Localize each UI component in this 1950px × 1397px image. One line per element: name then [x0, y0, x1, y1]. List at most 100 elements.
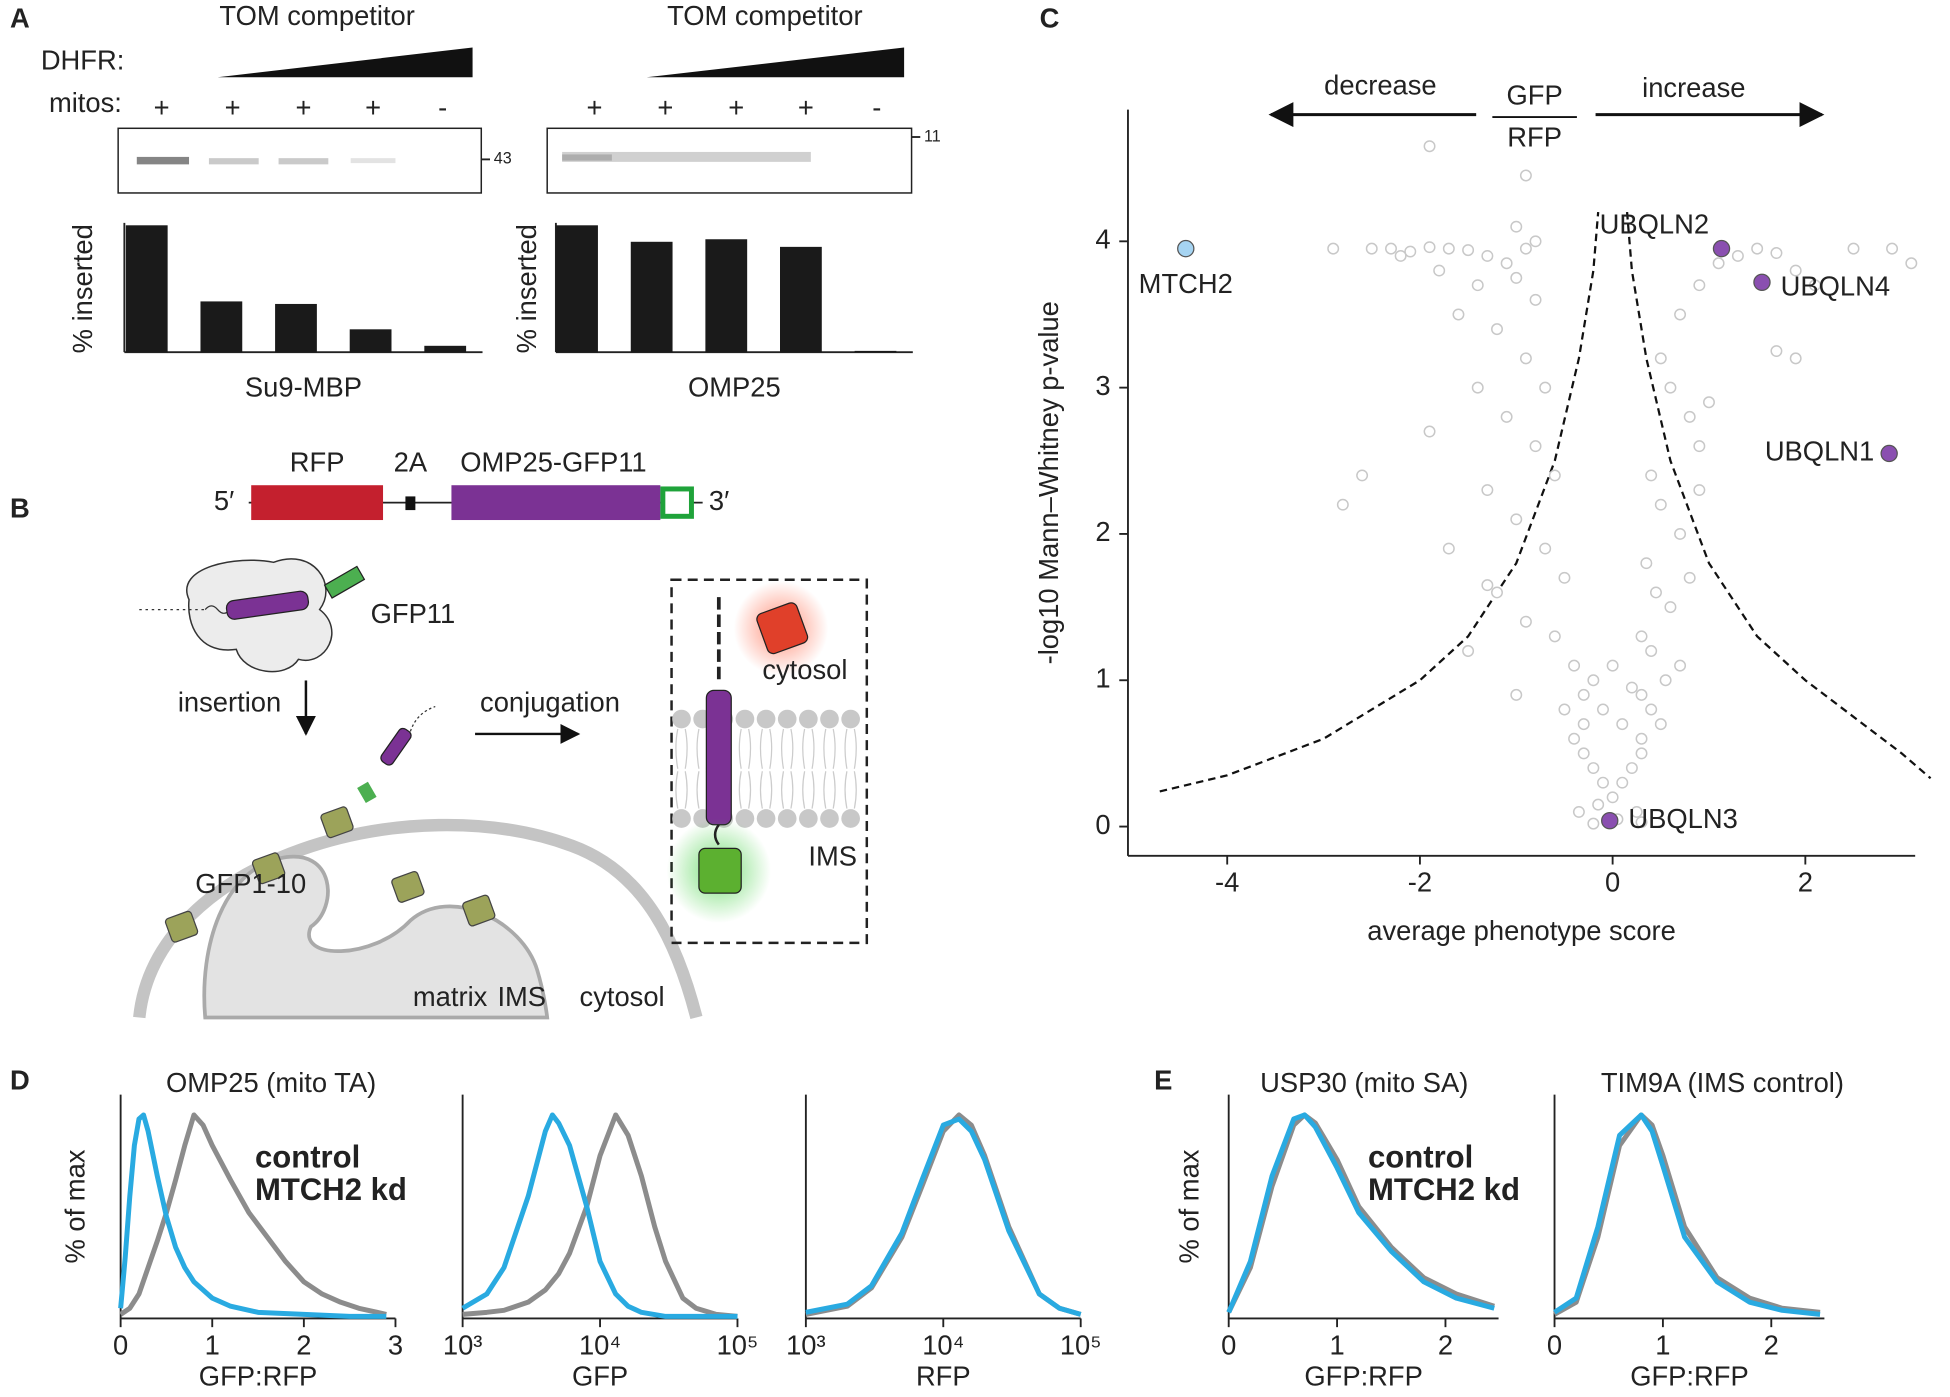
x-tick-label: 0 — [1547, 1329, 1562, 1360]
gradient-wedge — [646, 47, 905, 78]
point — [1356, 469, 1369, 482]
point — [1587, 817, 1600, 830]
point — [1683, 571, 1696, 584]
legend-entry: MTCH2 kd — [255, 1172, 407, 1207]
point — [1577, 688, 1590, 701]
bar — [556, 225, 598, 353]
point — [1886, 242, 1899, 255]
point — [1616, 776, 1629, 789]
construct-end: 3′ — [709, 485, 729, 516]
point — [1568, 732, 1581, 745]
inset-box — [670, 578, 869, 945]
point — [1423, 140, 1436, 153]
point — [1452, 308, 1465, 321]
point — [1731, 249, 1744, 262]
point — [1519, 352, 1532, 365]
lipid-head — [799, 809, 818, 828]
x-tick-label: -4 — [1215, 867, 1239, 898]
x-tick-label: 3 — [388, 1329, 403, 1360]
point — [1336, 498, 1349, 511]
x-axis-label: GFP:RFP — [199, 1360, 318, 1391]
y-tick-label: 0 — [1095, 809, 1110, 840]
gfp11-block — [660, 486, 694, 519]
y-tick-label: 1 — [1095, 662, 1110, 693]
point-label: UBQLN3 — [1628, 803, 1737, 834]
point — [1654, 352, 1667, 365]
point — [1635, 630, 1648, 643]
gel-lane-sign: + — [154, 92, 170, 123]
construct-label: OMP25-GFP11 — [460, 446, 646, 477]
point — [1847, 242, 1860, 255]
bar — [200, 301, 243, 353]
point — [1645, 645, 1658, 657]
series-line — [1553, 1112, 1821, 1317]
x-tick-label: 1 — [205, 1329, 220, 1360]
point — [1693, 484, 1706, 497]
point — [1640, 557, 1653, 570]
point — [1645, 703, 1658, 716]
gel — [546, 127, 913, 194]
panel-label: A — [10, 2, 30, 33]
x-tick-label: 1 — [1655, 1329, 1670, 1360]
point — [1597, 776, 1609, 789]
highlight-point — [1601, 811, 1619, 830]
y-axis-label: % inserted — [67, 224, 98, 353]
point — [1635, 747, 1648, 760]
point — [1491, 586, 1503, 599]
point — [1905, 257, 1918, 270]
diagram-label: matrix — [413, 981, 488, 1012]
marker-label: 43 — [494, 150, 512, 168]
x-tick-label: 10⁵ — [1060, 1329, 1102, 1360]
rfp-block — [251, 485, 384, 521]
point — [1423, 425, 1436, 438]
lipid-head — [735, 709, 755, 729]
gfp1-10 — [164, 806, 496, 943]
chart-title: OMP25 (mito TA) — [166, 1067, 376, 1098]
fusion-block — [451, 485, 661, 521]
x-tick-label: 10⁴ — [922, 1329, 964, 1360]
lipid-head — [841, 809, 860, 828]
point — [1654, 718, 1667, 731]
point — [1587, 674, 1600, 687]
point — [1625, 762, 1638, 775]
gel-lane-sign: - — [872, 92, 881, 123]
nascent-chain — [409, 705, 436, 732]
point — [1789, 352, 1802, 365]
matrix — [202, 854, 550, 1020]
point — [1751, 242, 1764, 255]
x-axis-label: GFP:RFP — [1630, 1360, 1749, 1391]
point — [1510, 513, 1523, 526]
diagram-label: insertion — [178, 686, 281, 717]
point — [1654, 498, 1667, 511]
point — [1606, 791, 1619, 804]
x-tick-label: 2 — [1764, 1329, 1779, 1360]
point — [1365, 242, 1378, 255]
linker-block — [405, 496, 416, 511]
x-tick-label: 2 — [1438, 1329, 1453, 1360]
series-line — [805, 1112, 1082, 1317]
point — [1510, 271, 1523, 284]
marker-label: 11 — [924, 127, 941, 145]
point — [1712, 257, 1725, 270]
point — [1577, 718, 1590, 731]
bar — [275, 303, 317, 353]
threshold-curve — [1625, 211, 1932, 780]
lipid-head — [756, 809, 776, 828]
gel-lane-sign: + — [657, 92, 673, 123]
lipid-head — [777, 809, 797, 828]
legend-entry: control — [255, 1139, 360, 1174]
threshold-curve — [1159, 211, 1600, 793]
annotation: decrease — [1324, 69, 1437, 100]
x-tick-label: 2 — [296, 1329, 311, 1360]
diagram-label: IMS — [808, 841, 857, 872]
lipid-tail — [780, 728, 794, 809]
x-axis-label: GFP — [572, 1360, 628, 1391]
point — [1664, 601, 1677, 614]
chart-title: TIM9A (IMS control) — [1601, 1067, 1844, 1098]
point — [1442, 542, 1455, 555]
point — [1597, 703, 1609, 716]
point — [1587, 762, 1600, 775]
point — [1519, 615, 1532, 628]
highlight-point — [1712, 239, 1731, 258]
point — [1519, 242, 1532, 255]
